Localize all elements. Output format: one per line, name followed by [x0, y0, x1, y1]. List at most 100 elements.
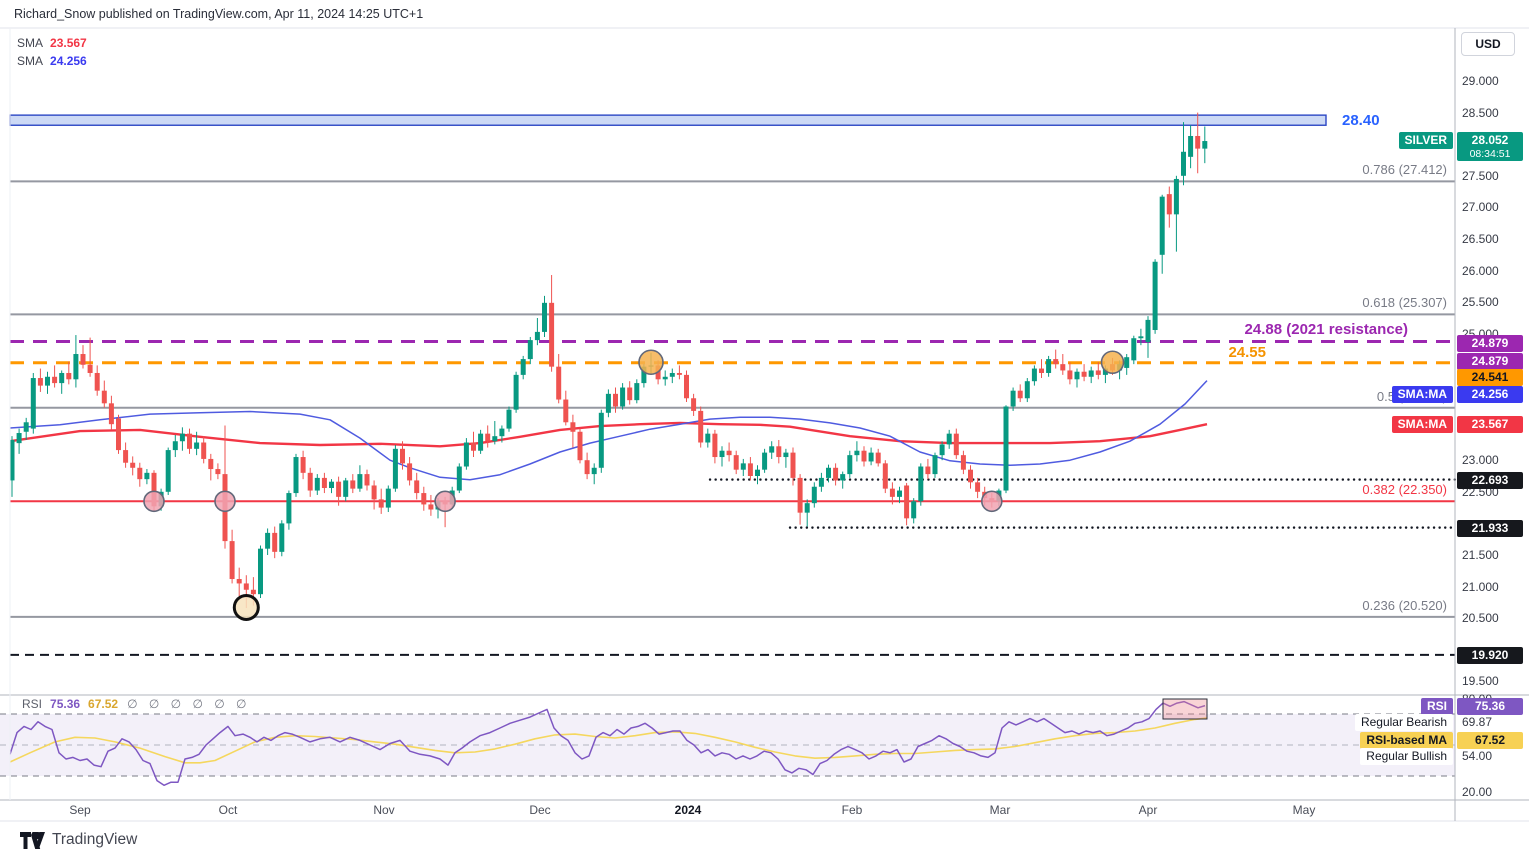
- price-tick: 28.500: [1462, 105, 1499, 120]
- candle-body: [527, 340, 533, 360]
- candle-body: [1024, 381, 1030, 399]
- candle-body: [1124, 357, 1130, 368]
- candle-body: [187, 433, 192, 449]
- candle-body: [179, 433, 185, 442]
- rsi-label: RSI: [22, 697, 43, 711]
- candle-body: [293, 457, 299, 494]
- bar-countdown: 08:34:51: [1469, 148, 1511, 161]
- candle-body: [804, 503, 810, 513]
- fib-label: 0.382 (22.350): [1362, 482, 1447, 498]
- candle-body: [463, 442, 469, 467]
- candle-body: [130, 462, 136, 468]
- candle-body: [975, 482, 981, 492]
- candle-body: [1003, 406, 1009, 491]
- candle-body: [854, 450, 860, 456]
- axis-price-label: 24.256: [1457, 385, 1523, 403]
- candle-body: [556, 366, 562, 400]
- rsi-tick: 20.00: [1462, 784, 1493, 799]
- candle-body: [165, 450, 171, 492]
- candle-body: [329, 481, 334, 489]
- time-tick: May: [1292, 803, 1316, 817]
- rsi-value: 75.36: [50, 697, 81, 711]
- candle-body: [52, 376, 58, 384]
- fib-label: 0.786 (27.412): [1362, 162, 1447, 178]
- candle-body: [456, 466, 462, 491]
- axis-tag-label: SILVER: [1398, 132, 1453, 150]
- candle-body: [229, 541, 235, 580]
- sma-label: SMA: [17, 36, 44, 50]
- candle-body: [662, 376, 668, 380]
- candle-body: [932, 455, 938, 475]
- price-tick: 26.500: [1462, 232, 1499, 246]
- axis-tag-label: RSI: [1420, 697, 1453, 715]
- candle-body: [1010, 390, 1016, 407]
- sma-label: SMA: [17, 54, 44, 68]
- candle-body: [733, 455, 739, 470]
- candle-body: [80, 354, 86, 365]
- candle-body: [307, 472, 313, 491]
- sma-legend-row-2[interactable]: SMA 24.256: [17, 54, 87, 68]
- candle-body: [392, 448, 398, 489]
- candle-body: [73, 354, 79, 380]
- tradingview-logo[interactable]: TradingView: [20, 831, 137, 849]
- candle-body: [613, 393, 618, 407]
- circle-marker: [638, 349, 664, 376]
- rsi-legend-row[interactable]: RSI 75.36 67.52 ∅ ∅ ∅ ∅ ∅ ∅: [22, 697, 250, 711]
- candle-body: [691, 398, 697, 411]
- price-tick: 21.500: [1462, 548, 1499, 562]
- fib-label: 0.618 (25.307): [1362, 295, 1447, 311]
- candle-body: [16, 433, 22, 444]
- candle-body: [776, 446, 782, 458]
- candle-body: [577, 431, 583, 461]
- candle-body: [243, 583, 249, 590]
- time-tick: 2024: [674, 803, 702, 817]
- time-tick: Feb: [841, 803, 863, 817]
- rsi-line: [9, 700, 1206, 787]
- candle-body: [1060, 364, 1066, 371]
- candle-body: [584, 460, 590, 475]
- candle-body: [605, 393, 611, 413]
- axis-price-label: 24.879: [1457, 352, 1523, 370]
- candle-body: [421, 493, 427, 505]
- sma-legend-row-1[interactable]: SMA 23.567: [17, 36, 87, 50]
- candle-body: [790, 452, 796, 478]
- candle-body: [1181, 151, 1186, 176]
- price-tick: 23.000: [1462, 453, 1499, 468]
- candle-body: [407, 463, 413, 481]
- circle-marker: [232, 593, 260, 621]
- candle-body: [1074, 371, 1080, 380]
- candle-body: [1202, 141, 1208, 149]
- candle-body: [37, 378, 43, 386]
- price-tick: 27.500: [1462, 168, 1499, 183]
- candle-body: [1138, 336, 1144, 339]
- currency-button[interactable]: USD: [1461, 32, 1515, 56]
- time-tick: Sep: [69, 803, 91, 817]
- fib-label: 0.236 (20.520): [1362, 597, 1447, 613]
- candle-body: [1031, 368, 1037, 382]
- price-tick: 29.000: [1462, 74, 1499, 88]
- axis-price-label: 28.052 08:34:51: [1457, 132, 1523, 162]
- candle-body: [137, 467, 143, 480]
- candle-body: [236, 579, 242, 584]
- candle-body: [101, 390, 107, 404]
- price-tick: 19.500: [1462, 674, 1499, 689]
- candle-body: [87, 364, 93, 373]
- candle-body: [712, 433, 718, 458]
- candle-body: [726, 450, 732, 456]
- candle-body: [1152, 261, 1158, 331]
- price-tick: 27.000: [1462, 200, 1499, 215]
- axis-tag-label: Regular Bullish: [1360, 747, 1453, 765]
- candle-body: [428, 504, 434, 510]
- candle-body: [811, 486, 817, 504]
- candle-body: [321, 477, 327, 489]
- circle-marker: [980, 490, 1003, 513]
- axis-price-label: 23.567: [1457, 415, 1523, 433]
- axis-tag-label: SMA:MA: [1391, 415, 1453, 433]
- candle-body: [740, 463, 746, 470]
- candle-body: [847, 455, 853, 475]
- candle-body: [549, 302, 555, 367]
- axis-price-label: 24.541: [1457, 368, 1523, 386]
